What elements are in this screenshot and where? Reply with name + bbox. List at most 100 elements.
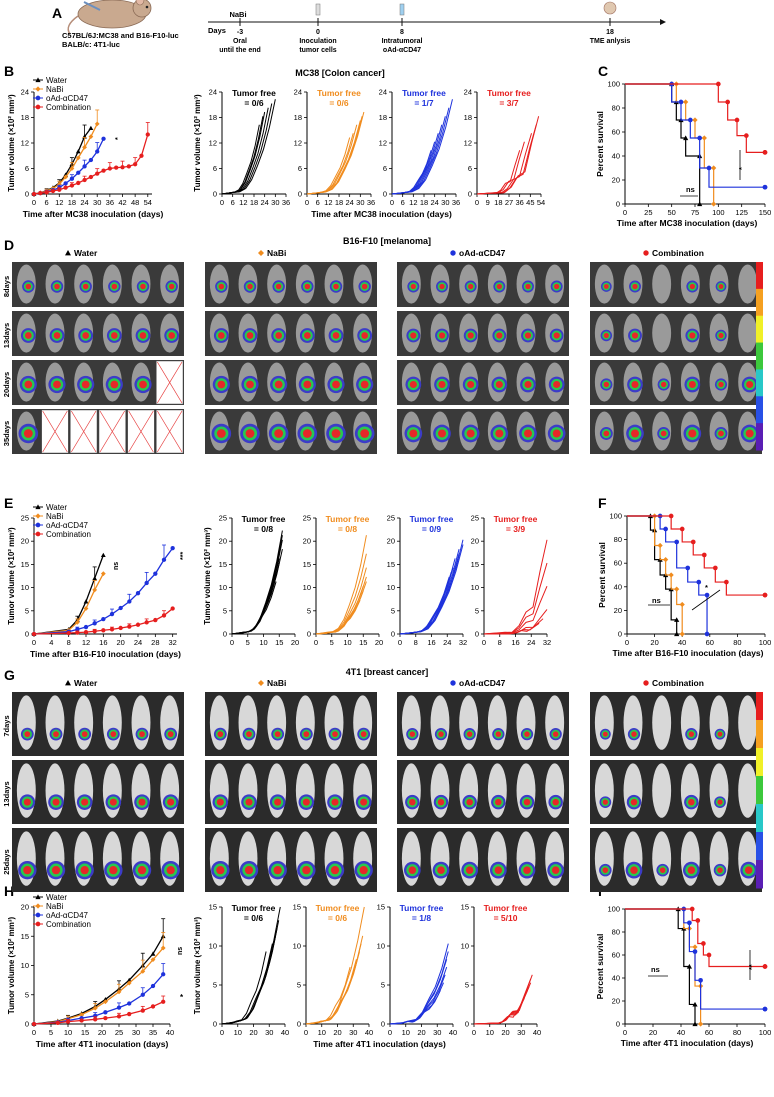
mouse-growth-line xyxy=(306,111,365,195)
bioluminescence-core xyxy=(631,731,637,737)
x-tick-label: 10 xyxy=(234,1028,242,1037)
data-point xyxy=(31,1021,37,1027)
x-tick-label: 0 xyxy=(305,198,309,207)
survival-point xyxy=(762,964,768,969)
radiance-scale-bar-segment xyxy=(756,860,763,889)
tumor-free-count: = 3/9 xyxy=(506,524,525,534)
tumor-free-label: Tumor free xyxy=(402,88,446,98)
x-tick-label: 5 xyxy=(49,1028,53,1037)
x-axis-label: Time after 4T1 inoculation (days) xyxy=(621,1038,754,1048)
data-point xyxy=(132,162,138,167)
x-tick-label: 10 xyxy=(259,638,267,647)
radiance-scale-bar-segment xyxy=(756,369,763,397)
x-tick-label: 30 xyxy=(271,198,279,207)
bioluminescence-core xyxy=(303,380,312,389)
bioluminescence-core xyxy=(689,332,696,339)
y-tick-label: 18 xyxy=(464,113,472,122)
x-tick-label: 24 xyxy=(80,198,88,207)
data-point xyxy=(150,957,156,963)
imaging-row-background xyxy=(205,760,377,824)
data-point xyxy=(95,149,100,154)
x-tick-label: 0 xyxy=(475,198,479,207)
bioluminescence-core xyxy=(304,332,311,339)
mouse-growth-line xyxy=(231,558,280,635)
significance-label: ns xyxy=(651,965,660,974)
x-tick-label: 20 xyxy=(417,1028,425,1037)
x-tick-label: 4 xyxy=(49,638,53,647)
mouse-body xyxy=(709,831,729,886)
legend-label: Water xyxy=(46,893,67,902)
y-tick-label: 100 xyxy=(607,905,620,914)
survival-point xyxy=(697,135,703,141)
x-tick-label: 12 xyxy=(409,198,417,207)
mouse-body xyxy=(516,763,536,818)
bioluminescence-core xyxy=(631,429,639,438)
chart-B-spaghetti: Tumor volume (×10² mm³)0 6 12 18 24 30 3606121… xyxy=(193,88,545,220)
survival-point xyxy=(706,165,712,171)
survival-point xyxy=(696,579,702,585)
x-tick-label: 15 xyxy=(81,1028,89,1037)
tumor-free-count: = 1/7 xyxy=(414,98,433,108)
imaging-group-label: Combination xyxy=(652,248,704,258)
tumor-free-count: = 0/8 xyxy=(254,524,273,534)
y-tick-label: 10 xyxy=(21,583,29,592)
tumor-free-label: Tumor free xyxy=(317,88,361,98)
y-tick-label: 15 xyxy=(461,903,469,912)
x-axis-label: Time after B16-F10 inoculation (days) xyxy=(613,648,764,658)
x-tick-label: 12 xyxy=(55,198,63,207)
imaging-row-background xyxy=(12,692,184,756)
y-tick-label: 15 xyxy=(21,932,29,941)
subpanel-NaBi: 0 10 20 30 40 0 5 10 15 Tumor free= 0/6 xyxy=(293,903,374,1038)
bioluminescence-core xyxy=(687,866,696,874)
bioluminescence-core xyxy=(603,430,610,437)
bioluminescence-core xyxy=(53,731,59,738)
y-tick-label: 80 xyxy=(612,928,620,937)
imaging-group-title: oAd-αCD47 xyxy=(450,678,506,688)
mouse-body xyxy=(324,695,344,750)
tumor-free-count: = 1/8 xyxy=(412,913,431,923)
imaging-row-background xyxy=(590,409,762,454)
x-tick-label: 0 xyxy=(398,638,402,647)
y-tick-label: 0 xyxy=(618,630,622,639)
y-tick-label: 0 xyxy=(307,630,311,639)
bioluminescence-core xyxy=(360,429,370,438)
survival-point xyxy=(724,579,729,585)
y-tick-label: 10 xyxy=(219,583,227,592)
imaging-row-background xyxy=(205,360,377,405)
imaging-day-label: 35days xyxy=(2,421,11,446)
x-tick-label: 100 xyxy=(712,208,725,217)
series-line-Combination xyxy=(33,1001,164,1025)
significance-label: ns xyxy=(177,947,184,955)
data-point xyxy=(144,620,149,625)
imaging-row-background xyxy=(590,360,762,405)
x-tick-label: 80 xyxy=(733,638,741,647)
x-tick-label: 24 xyxy=(260,198,268,207)
mouse-growth-line xyxy=(231,572,277,635)
legend-label: Water xyxy=(46,76,67,85)
survival-point xyxy=(674,631,680,637)
syringe-icon xyxy=(399,3,405,16)
mouse-body xyxy=(594,831,614,886)
radiance-scale-bar-segment xyxy=(756,288,763,317)
bioluminescence-core xyxy=(167,731,174,738)
bioluminescence-core xyxy=(466,731,473,737)
imaging-day-label: 20days xyxy=(2,372,11,397)
bioluminescence-core xyxy=(603,332,609,339)
bioluminescence-core xyxy=(553,332,560,339)
bioluminescence-core xyxy=(218,283,225,290)
x-axis-label: Time after MC38 inoculation (days) xyxy=(617,218,758,228)
legend-label: Combination xyxy=(46,103,91,112)
y-tick-label: 6 xyxy=(213,164,217,173)
survival-curve-Water xyxy=(625,908,696,1024)
mouse-growth-line xyxy=(476,150,521,195)
bioluminescence-core xyxy=(80,866,89,875)
tumor-free-label: Tumor free xyxy=(242,514,286,524)
tumor-free-count: = 0/6 xyxy=(244,913,263,923)
x-tick-label: 0 xyxy=(472,1028,476,1037)
survival-point xyxy=(701,941,706,946)
bioluminescence-core xyxy=(302,429,312,438)
bioluminescence-core xyxy=(23,866,32,875)
y-tick-label: 20 xyxy=(21,537,29,546)
y-tick-label: 15 xyxy=(209,903,217,912)
